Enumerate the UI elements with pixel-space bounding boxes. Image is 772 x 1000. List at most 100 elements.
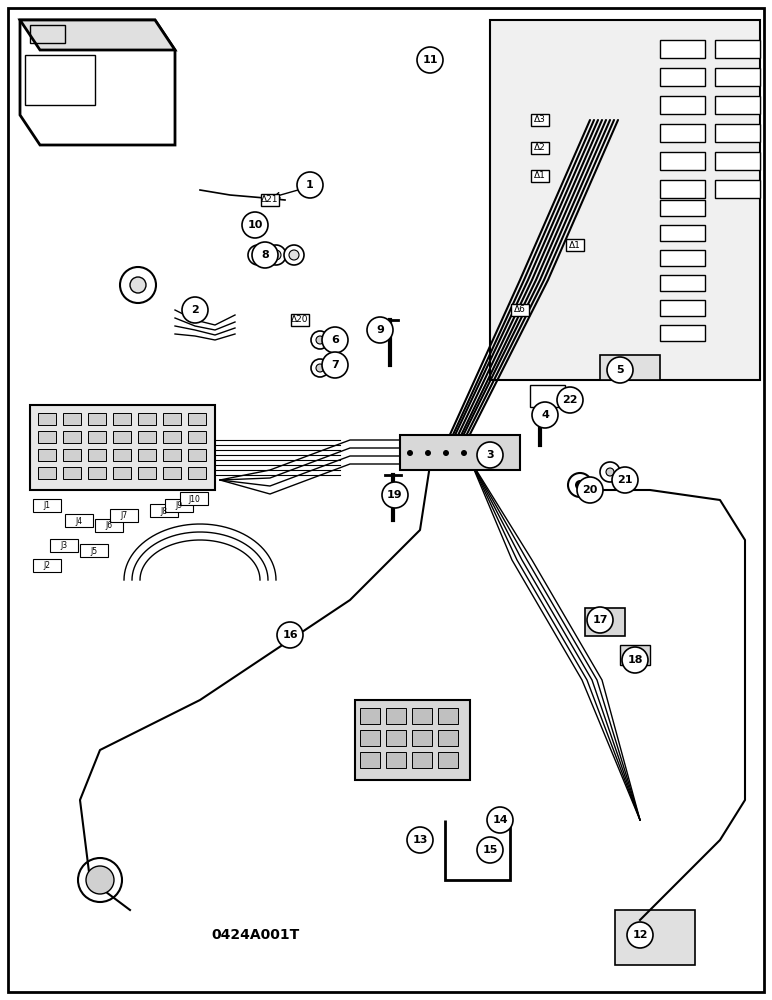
Text: 12: 12 xyxy=(632,930,648,940)
FancyBboxPatch shape xyxy=(386,730,406,746)
FancyBboxPatch shape xyxy=(715,68,760,86)
FancyBboxPatch shape xyxy=(412,730,432,746)
FancyBboxPatch shape xyxy=(438,730,458,746)
Text: 14: 14 xyxy=(493,815,508,825)
FancyBboxPatch shape xyxy=(38,449,56,461)
Circle shape xyxy=(382,482,408,508)
FancyBboxPatch shape xyxy=(715,96,760,114)
FancyBboxPatch shape xyxy=(660,152,705,170)
Circle shape xyxy=(407,827,433,853)
Circle shape xyxy=(417,47,443,73)
Text: J6: J6 xyxy=(106,522,113,530)
Circle shape xyxy=(425,450,431,456)
FancyBboxPatch shape xyxy=(531,170,549,182)
FancyBboxPatch shape xyxy=(163,449,181,461)
FancyBboxPatch shape xyxy=(113,413,131,425)
FancyBboxPatch shape xyxy=(33,559,61,572)
FancyBboxPatch shape xyxy=(531,114,549,126)
FancyBboxPatch shape xyxy=(38,467,56,479)
Circle shape xyxy=(182,297,208,323)
FancyBboxPatch shape xyxy=(660,250,705,266)
Text: 15: 15 xyxy=(482,845,498,855)
Circle shape xyxy=(407,450,413,456)
FancyBboxPatch shape xyxy=(88,467,106,479)
FancyBboxPatch shape xyxy=(438,708,458,724)
FancyBboxPatch shape xyxy=(138,431,156,443)
Polygon shape xyxy=(490,20,760,380)
FancyBboxPatch shape xyxy=(660,275,705,291)
Circle shape xyxy=(316,336,324,344)
FancyBboxPatch shape xyxy=(110,509,138,522)
Text: Δ2: Δ2 xyxy=(534,143,546,152)
FancyBboxPatch shape xyxy=(113,449,131,461)
Text: J8: J8 xyxy=(161,506,168,516)
Text: 8: 8 xyxy=(261,250,269,260)
Polygon shape xyxy=(20,20,175,50)
Text: Δ21: Δ21 xyxy=(261,196,279,205)
FancyBboxPatch shape xyxy=(188,431,206,443)
Circle shape xyxy=(311,359,329,377)
FancyBboxPatch shape xyxy=(715,40,760,58)
FancyBboxPatch shape xyxy=(163,413,181,425)
Circle shape xyxy=(120,267,156,303)
Text: 2: 2 xyxy=(191,305,199,315)
Text: 5: 5 xyxy=(616,365,624,375)
FancyBboxPatch shape xyxy=(620,645,650,665)
FancyBboxPatch shape xyxy=(660,225,705,241)
FancyBboxPatch shape xyxy=(660,124,705,142)
Circle shape xyxy=(557,387,583,413)
Circle shape xyxy=(568,473,592,497)
Text: 1: 1 xyxy=(306,180,314,190)
FancyBboxPatch shape xyxy=(660,40,705,58)
Text: 0424A001T: 0424A001T xyxy=(211,928,299,942)
Text: 4: 4 xyxy=(541,410,549,420)
FancyBboxPatch shape xyxy=(138,467,156,479)
FancyBboxPatch shape xyxy=(261,194,279,206)
FancyBboxPatch shape xyxy=(585,608,625,636)
Circle shape xyxy=(78,858,122,902)
Circle shape xyxy=(247,220,263,236)
FancyBboxPatch shape xyxy=(660,180,705,198)
FancyBboxPatch shape xyxy=(291,314,309,326)
Circle shape xyxy=(284,245,304,265)
Circle shape xyxy=(443,450,449,456)
FancyBboxPatch shape xyxy=(530,385,565,407)
Text: Δ3: Δ3 xyxy=(534,115,546,124)
Text: 17: 17 xyxy=(592,615,608,625)
Circle shape xyxy=(253,250,263,260)
FancyBboxPatch shape xyxy=(65,514,93,527)
FancyBboxPatch shape xyxy=(38,431,56,443)
FancyBboxPatch shape xyxy=(63,413,81,425)
Text: 6: 6 xyxy=(331,335,339,345)
Text: 13: 13 xyxy=(412,835,428,845)
FancyBboxPatch shape xyxy=(400,435,520,470)
FancyBboxPatch shape xyxy=(95,519,123,532)
Text: 9: 9 xyxy=(376,325,384,335)
FancyBboxPatch shape xyxy=(165,499,193,512)
FancyBboxPatch shape xyxy=(660,300,705,316)
FancyBboxPatch shape xyxy=(180,492,208,505)
Text: 3: 3 xyxy=(486,450,494,460)
FancyBboxPatch shape xyxy=(163,431,181,443)
FancyBboxPatch shape xyxy=(386,752,406,768)
Text: 22: 22 xyxy=(562,395,577,405)
FancyBboxPatch shape xyxy=(188,449,206,461)
FancyBboxPatch shape xyxy=(438,752,458,768)
Text: J3: J3 xyxy=(60,542,68,550)
Circle shape xyxy=(577,477,603,503)
FancyBboxPatch shape xyxy=(88,431,106,443)
Circle shape xyxy=(252,242,278,268)
FancyBboxPatch shape xyxy=(660,68,705,86)
FancyBboxPatch shape xyxy=(63,467,81,479)
Circle shape xyxy=(322,327,348,353)
FancyBboxPatch shape xyxy=(412,752,432,768)
FancyBboxPatch shape xyxy=(150,504,178,517)
Circle shape xyxy=(606,468,614,476)
Circle shape xyxy=(600,462,620,482)
FancyBboxPatch shape xyxy=(412,708,432,724)
Circle shape xyxy=(461,450,467,456)
Circle shape xyxy=(479,450,485,456)
Text: J4: J4 xyxy=(76,516,83,526)
FancyBboxPatch shape xyxy=(566,239,584,251)
Text: J7: J7 xyxy=(120,512,127,520)
